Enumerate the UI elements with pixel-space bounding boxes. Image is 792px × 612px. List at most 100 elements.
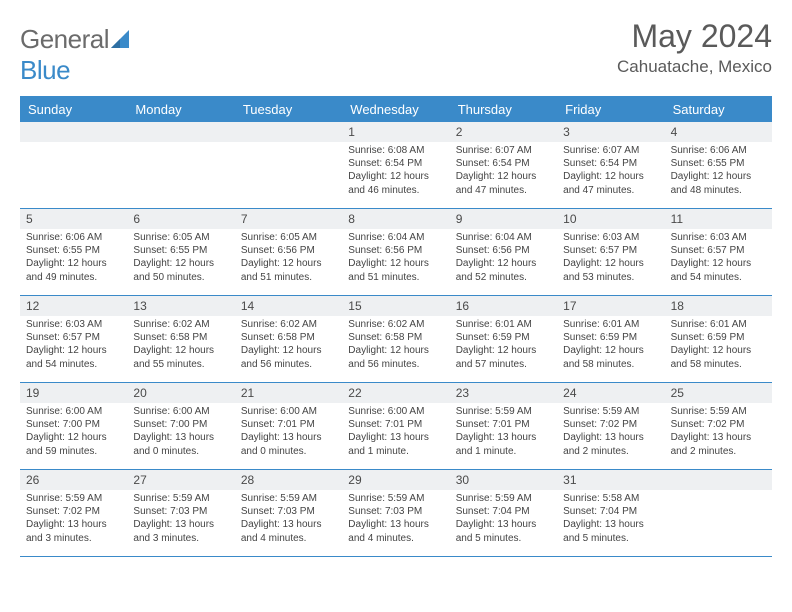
calendar-cell: 4Sunrise: 6:06 AMSunset: 6:55 PMDaylight…	[665, 122, 772, 208]
calendar-cell	[20, 122, 127, 208]
day2-text: and 54 minutes.	[26, 358, 123, 371]
sunset-text: Sunset: 6:57 PM	[671, 244, 768, 257]
sunrise-text: Sunrise: 6:02 AM	[133, 318, 230, 331]
day2-text: and 2 minutes.	[671, 445, 768, 458]
sunrise-text: Sunrise: 6:01 AM	[563, 318, 660, 331]
sunset-text: Sunset: 7:03 PM	[133, 505, 230, 518]
day1-text: Daylight: 13 hours	[348, 518, 445, 531]
sunset-text: Sunset: 6:59 PM	[671, 331, 768, 344]
day-details: Sunrise: 6:01 AMSunset: 6:59 PMDaylight:…	[450, 316, 557, 375]
day-details: Sunrise: 6:00 AMSunset: 7:01 PMDaylight:…	[342, 403, 449, 462]
calendar-grid: Sunday Monday Tuesday Wednesday Thursday…	[20, 96, 772, 557]
sunrise-text: Sunrise: 6:03 AM	[671, 231, 768, 244]
day-number	[127, 122, 234, 142]
calendar-cell: 19Sunrise: 6:00 AMSunset: 7:00 PMDayligh…	[20, 383, 127, 469]
sunset-text: Sunset: 6:58 PM	[241, 331, 338, 344]
day-number: 25	[665, 383, 772, 403]
day2-text: and 0 minutes.	[133, 445, 230, 458]
day1-text: Daylight: 12 hours	[563, 344, 660, 357]
weekday-header: Wednesday	[342, 98, 449, 122]
calendar-page: GeneralBlue May 2024 Cahuatache, Mexico …	[0, 0, 792, 567]
sunset-text: Sunset: 6:55 PM	[26, 244, 123, 257]
calendar-week: 5Sunrise: 6:06 AMSunset: 6:55 PMDaylight…	[20, 209, 772, 296]
sunrise-text: Sunrise: 6:05 AM	[241, 231, 338, 244]
calendar-cell: 15Sunrise: 6:02 AMSunset: 6:58 PMDayligh…	[342, 296, 449, 382]
sunrise-text: Sunrise: 5:59 AM	[456, 492, 553, 505]
weekday-header: Thursday	[450, 98, 557, 122]
sunset-text: Sunset: 7:04 PM	[456, 505, 553, 518]
day2-text: and 58 minutes.	[563, 358, 660, 371]
sunset-text: Sunset: 7:02 PM	[26, 505, 123, 518]
day-number: 20	[127, 383, 234, 403]
day-details: Sunrise: 6:02 AMSunset: 6:58 PMDaylight:…	[235, 316, 342, 375]
day2-text: and 2 minutes.	[563, 445, 660, 458]
day-details: Sunrise: 5:59 AMSunset: 7:02 PMDaylight:…	[665, 403, 772, 462]
sunrise-text: Sunrise: 6:00 AM	[241, 405, 338, 418]
day1-text: Daylight: 13 hours	[671, 431, 768, 444]
day1-text: Daylight: 13 hours	[241, 518, 338, 531]
calendar-cell: 31Sunrise: 5:58 AMSunset: 7:04 PMDayligh…	[557, 470, 664, 556]
day-details: Sunrise: 6:00 AMSunset: 7:00 PMDaylight:…	[127, 403, 234, 462]
day1-text: Daylight: 13 hours	[133, 431, 230, 444]
day1-text: Daylight: 12 hours	[133, 257, 230, 270]
day-number: 6	[127, 209, 234, 229]
day-number: 23	[450, 383, 557, 403]
sunset-text: Sunset: 7:03 PM	[241, 505, 338, 518]
day1-text: Daylight: 12 hours	[671, 257, 768, 270]
sunset-text: Sunset: 6:55 PM	[133, 244, 230, 257]
day-details: Sunrise: 6:00 AMSunset: 7:01 PMDaylight:…	[235, 403, 342, 462]
day-details: Sunrise: 6:00 AMSunset: 7:00 PMDaylight:…	[20, 403, 127, 462]
calendar-cell: 30Sunrise: 5:59 AMSunset: 7:04 PMDayligh…	[450, 470, 557, 556]
calendar-cell: 23Sunrise: 5:59 AMSunset: 7:01 PMDayligh…	[450, 383, 557, 469]
sunset-text: Sunset: 7:01 PM	[348, 418, 445, 431]
day-number	[20, 122, 127, 142]
day-details: Sunrise: 6:07 AMSunset: 6:54 PMDaylight:…	[450, 142, 557, 201]
calendar-cell: 7Sunrise: 6:05 AMSunset: 6:56 PMDaylight…	[235, 209, 342, 295]
day-number: 14	[235, 296, 342, 316]
calendar-week: 1Sunrise: 6:08 AMSunset: 6:54 PMDaylight…	[20, 122, 772, 209]
day1-text: Daylight: 12 hours	[241, 344, 338, 357]
calendar-cell: 2Sunrise: 6:07 AMSunset: 6:54 PMDaylight…	[450, 122, 557, 208]
day-number: 31	[557, 470, 664, 490]
weekday-header: Sunday	[20, 98, 127, 122]
sunset-text: Sunset: 7:02 PM	[563, 418, 660, 431]
calendar-cell: 21Sunrise: 6:00 AMSunset: 7:01 PMDayligh…	[235, 383, 342, 469]
weekday-header-row: Sunday Monday Tuesday Wednesday Thursday…	[20, 98, 772, 122]
weekday-header: Friday	[557, 98, 664, 122]
sunset-text: Sunset: 6:58 PM	[348, 331, 445, 344]
day-details: Sunrise: 5:59 AMSunset: 7:03 PMDaylight:…	[342, 490, 449, 549]
day2-text: and 51 minutes.	[241, 271, 338, 284]
weekday-header: Monday	[127, 98, 234, 122]
sunset-text: Sunset: 7:03 PM	[348, 505, 445, 518]
day2-text: and 54 minutes.	[671, 271, 768, 284]
day2-text: and 51 minutes.	[348, 271, 445, 284]
day-number: 12	[20, 296, 127, 316]
day-number: 1	[342, 122, 449, 142]
day2-text: and 0 minutes.	[241, 445, 338, 458]
day-details: Sunrise: 5:59 AMSunset: 7:02 PMDaylight:…	[20, 490, 127, 549]
day2-text: and 47 minutes.	[456, 184, 553, 197]
sunset-text: Sunset: 6:55 PM	[671, 157, 768, 170]
day2-text: and 48 minutes.	[671, 184, 768, 197]
day-details: Sunrise: 5:59 AMSunset: 7:02 PMDaylight:…	[557, 403, 664, 462]
calendar-cell: 29Sunrise: 5:59 AMSunset: 7:03 PMDayligh…	[342, 470, 449, 556]
day2-text: and 49 minutes.	[26, 271, 123, 284]
day-number	[665, 470, 772, 490]
day2-text: and 52 minutes.	[456, 271, 553, 284]
day-details: Sunrise: 6:04 AMSunset: 6:56 PMDaylight:…	[450, 229, 557, 288]
day1-text: Daylight: 12 hours	[671, 344, 768, 357]
sunset-text: Sunset: 6:54 PM	[563, 157, 660, 170]
sunset-text: Sunset: 6:59 PM	[563, 331, 660, 344]
day2-text: and 47 minutes.	[563, 184, 660, 197]
day-details: Sunrise: 5:59 AMSunset: 7:01 PMDaylight:…	[450, 403, 557, 462]
sunrise-text: Sunrise: 5:59 AM	[456, 405, 553, 418]
day1-text: Daylight: 12 hours	[241, 257, 338, 270]
day1-text: Daylight: 12 hours	[26, 431, 123, 444]
sunrise-text: Sunrise: 6:04 AM	[456, 231, 553, 244]
sunset-text: Sunset: 7:01 PM	[241, 418, 338, 431]
calendar-week: 26Sunrise: 5:59 AMSunset: 7:02 PMDayligh…	[20, 470, 772, 557]
sunset-text: Sunset: 7:00 PM	[26, 418, 123, 431]
brand-name: GeneralBlue	[20, 24, 133, 86]
day-details: Sunrise: 6:02 AMSunset: 6:58 PMDaylight:…	[342, 316, 449, 375]
sunrise-text: Sunrise: 6:06 AM	[26, 231, 123, 244]
